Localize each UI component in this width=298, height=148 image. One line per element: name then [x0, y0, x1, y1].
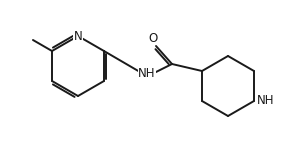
Text: O: O: [148, 32, 158, 45]
Text: NH: NH: [138, 66, 156, 79]
Text: N: N: [74, 29, 82, 42]
Text: NH: NH: [257, 95, 275, 107]
